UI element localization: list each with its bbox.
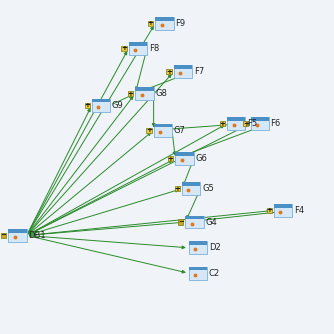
Text: +: + xyxy=(174,186,180,192)
Text: −: − xyxy=(1,232,7,238)
FancyBboxPatch shape xyxy=(121,46,127,51)
Text: G9: G9 xyxy=(112,101,124,110)
Text: +: + xyxy=(168,156,174,162)
FancyBboxPatch shape xyxy=(189,241,207,245)
Text: G6: G6 xyxy=(195,154,207,163)
FancyBboxPatch shape xyxy=(250,117,269,130)
Text: D2: D2 xyxy=(209,243,220,252)
Text: F9: F9 xyxy=(175,19,185,28)
Text: +: + xyxy=(84,102,90,108)
Text: +: + xyxy=(146,127,152,133)
FancyBboxPatch shape xyxy=(189,241,207,254)
FancyBboxPatch shape xyxy=(8,229,27,242)
FancyBboxPatch shape xyxy=(243,121,248,126)
Text: F5: F5 xyxy=(247,119,257,128)
FancyBboxPatch shape xyxy=(135,87,154,91)
FancyBboxPatch shape xyxy=(227,117,245,121)
Text: G4: G4 xyxy=(205,218,217,226)
FancyBboxPatch shape xyxy=(168,156,173,161)
Text: G8: G8 xyxy=(155,89,167,98)
Text: +: + xyxy=(243,121,249,127)
Text: +: + xyxy=(128,91,134,97)
FancyBboxPatch shape xyxy=(1,233,6,238)
Text: −: − xyxy=(178,219,184,225)
FancyBboxPatch shape xyxy=(189,267,207,271)
FancyBboxPatch shape xyxy=(135,87,154,100)
FancyBboxPatch shape xyxy=(189,267,207,280)
FancyBboxPatch shape xyxy=(267,208,272,213)
FancyBboxPatch shape xyxy=(250,117,269,121)
FancyBboxPatch shape xyxy=(85,103,90,108)
FancyBboxPatch shape xyxy=(174,65,192,69)
FancyBboxPatch shape xyxy=(175,152,194,165)
FancyBboxPatch shape xyxy=(274,204,292,208)
FancyBboxPatch shape xyxy=(175,152,194,156)
FancyBboxPatch shape xyxy=(8,229,27,233)
Text: F8: F8 xyxy=(149,44,159,53)
Text: +: + xyxy=(266,207,272,213)
FancyBboxPatch shape xyxy=(92,99,110,112)
FancyBboxPatch shape xyxy=(148,21,153,26)
FancyBboxPatch shape xyxy=(154,124,172,137)
Text: +: + xyxy=(219,121,225,127)
Text: DB1: DB1 xyxy=(28,231,46,240)
FancyBboxPatch shape xyxy=(185,216,204,219)
Text: C2: C2 xyxy=(209,269,220,278)
FancyBboxPatch shape xyxy=(174,65,192,78)
FancyBboxPatch shape xyxy=(128,91,133,96)
Text: G7: G7 xyxy=(174,126,186,135)
FancyBboxPatch shape xyxy=(274,204,292,217)
FancyBboxPatch shape xyxy=(129,42,147,55)
FancyBboxPatch shape xyxy=(175,186,180,191)
FancyBboxPatch shape xyxy=(166,69,172,74)
FancyBboxPatch shape xyxy=(155,17,174,21)
FancyBboxPatch shape xyxy=(92,99,110,103)
FancyBboxPatch shape xyxy=(146,128,152,133)
Text: F6: F6 xyxy=(271,119,281,128)
FancyBboxPatch shape xyxy=(227,117,245,130)
FancyBboxPatch shape xyxy=(220,121,225,126)
Text: F4: F4 xyxy=(294,206,304,215)
Text: +: + xyxy=(166,69,172,75)
Text: +: + xyxy=(121,45,127,51)
FancyBboxPatch shape xyxy=(178,219,183,225)
FancyBboxPatch shape xyxy=(154,124,172,128)
Text: F7: F7 xyxy=(194,67,204,76)
FancyBboxPatch shape xyxy=(155,17,174,30)
FancyBboxPatch shape xyxy=(182,182,200,195)
FancyBboxPatch shape xyxy=(129,42,147,46)
FancyBboxPatch shape xyxy=(182,182,200,186)
Text: G5: G5 xyxy=(202,184,214,193)
Text: +: + xyxy=(148,20,154,26)
FancyBboxPatch shape xyxy=(185,216,204,228)
